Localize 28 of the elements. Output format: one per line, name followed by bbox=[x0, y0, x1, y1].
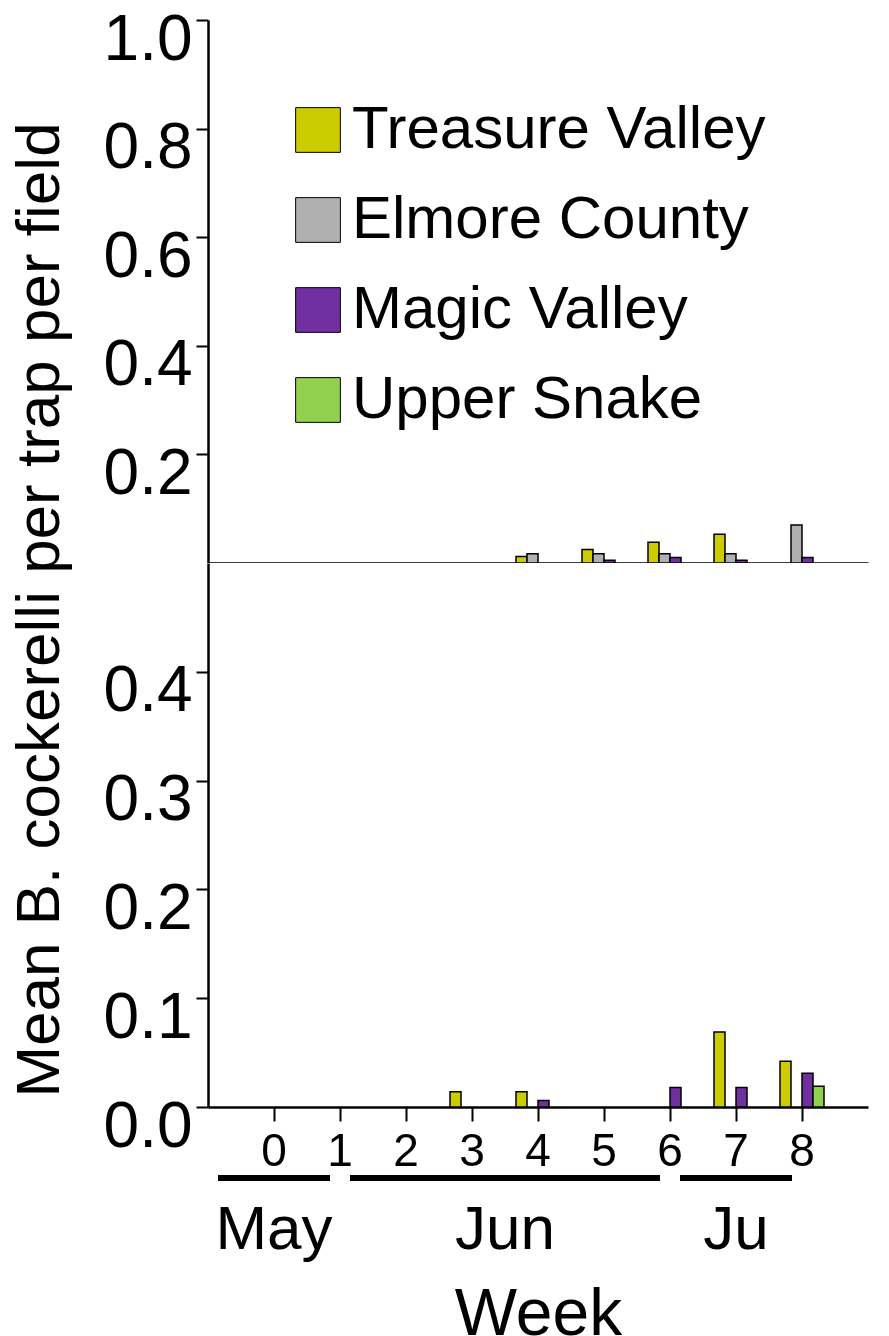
legend-label: Magic Valley bbox=[352, 274, 688, 341]
x-tick-label: 7 bbox=[723, 1123, 749, 1176]
y-tick-label: 0.8 bbox=[103, 110, 193, 183]
y-tick-label: 1.0 bbox=[103, 1, 193, 74]
text: May bbox=[215, 1193, 333, 1262]
legend-label: Treasure Valley bbox=[352, 94, 766, 161]
text: Jun bbox=[455, 1193, 555, 1262]
y-tick-label: 0.0 bbox=[103, 1088, 193, 1161]
y-tick-label: 0.2 bbox=[103, 870, 193, 943]
x-tick-label: 6 bbox=[657, 1123, 683, 1176]
x-axis-title: Week bbox=[454, 1274, 624, 1336]
legend-label: Upper Snake bbox=[352, 364, 703, 431]
x-tick-label: 4 bbox=[525, 1123, 551, 1176]
y-tick-label: 0.1 bbox=[103, 979, 193, 1052]
y-tick-label: 0.4 bbox=[103, 653, 193, 726]
text: Ju bbox=[703, 1193, 769, 1262]
y-axis-title: Mean B. cockerelli per trap per field bbox=[3, 122, 73, 1098]
y-tick-label: 0.4 bbox=[103, 327, 193, 400]
y-tick-label: 0.3 bbox=[103, 762, 193, 835]
x-tick-label: 0 bbox=[261, 1123, 287, 1176]
x-tick-label: 8 bbox=[789, 1123, 815, 1176]
x-tick-label: 2 bbox=[393, 1123, 419, 1176]
y-tick-label: 0.6 bbox=[103, 218, 193, 291]
legend-label: Elmore County bbox=[352, 184, 749, 251]
x-tick-label: 1 bbox=[327, 1123, 353, 1176]
x-tick-label: 3 bbox=[459, 1123, 485, 1176]
x-tick-label: 5 bbox=[591, 1123, 617, 1176]
y-tick-label: 0.2 bbox=[103, 435, 193, 508]
